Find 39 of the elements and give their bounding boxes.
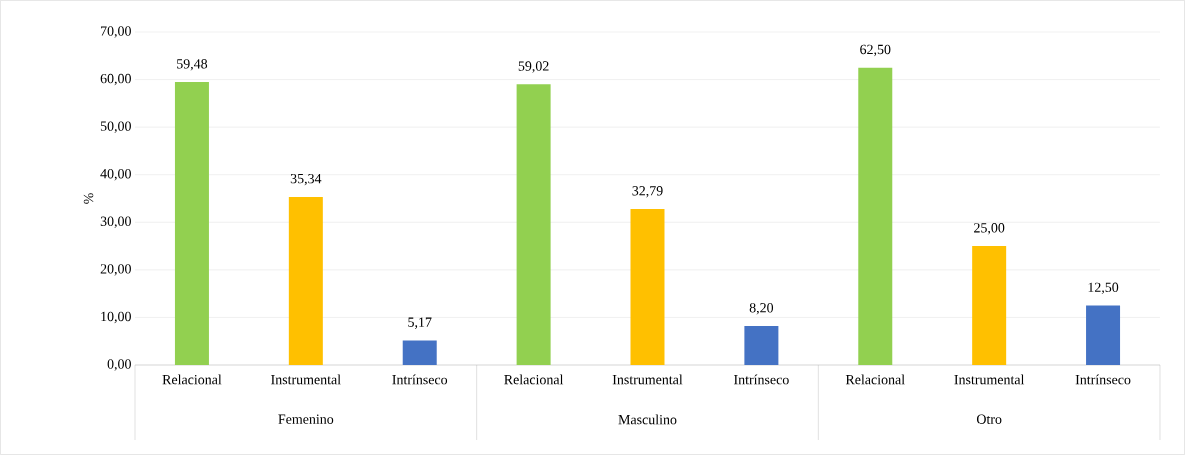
data-label: 12,50	[1088, 282, 1119, 295]
data-label: 62,50	[860, 44, 891, 57]
series-label: Instrumental	[271, 374, 341, 385]
bar	[288, 196, 323, 365]
x-tick-label: Otro	[976, 414, 1002, 424]
y-tick-label: 70,00	[101, 26, 131, 38]
y-tick-label: 50,00	[100, 121, 131, 133]
y-tick-label: 0,00	[107, 359, 131, 371]
data-label: 59,48	[177, 59, 208, 71]
text: Relacional	[845, 374, 905, 385]
text: Intrínseco	[1075, 374, 1131, 385]
data-label: 25,00	[974, 223, 1005, 235]
series-label: Intrínseco	[734, 374, 789, 385]
data-label: 35,34	[290, 173, 322, 186]
bar	[744, 325, 779, 365]
x-tick-label: Femenino	[278, 414, 334, 424]
data-label: 5,17	[408, 317, 432, 329]
bar	[402, 340, 437, 365]
y-tick-label: 10,00	[101, 311, 131, 324]
text: Instrumental	[612, 374, 683, 385]
bar	[1086, 305, 1121, 365]
series-label: Relacional	[162, 374, 222, 385]
text: Relacional	[504, 374, 564, 385]
y-axis-title: %	[83, 193, 94, 204]
data-label: 32,79	[632, 186, 663, 198]
data-label: 59,02	[518, 61, 549, 73]
bar	[858, 67, 893, 365]
text: Instrumental	[954, 374, 1025, 385]
bar	[972, 246, 1007, 365]
y-tick-label: 40,00	[100, 169, 131, 181]
x-tick-label: Masculino	[618, 414, 677, 425]
bar	[174, 82, 209, 365]
y-tick-label: 60,00	[100, 73, 131, 86]
y-tick-label: 30,00	[100, 216, 131, 228]
data-label: 8,20	[749, 303, 774, 315]
y-tick-label: 20,00	[100, 264, 131, 276]
bar	[516, 84, 551, 365]
bar	[630, 209, 665, 365]
text: Intrínseco	[392, 374, 448, 385]
